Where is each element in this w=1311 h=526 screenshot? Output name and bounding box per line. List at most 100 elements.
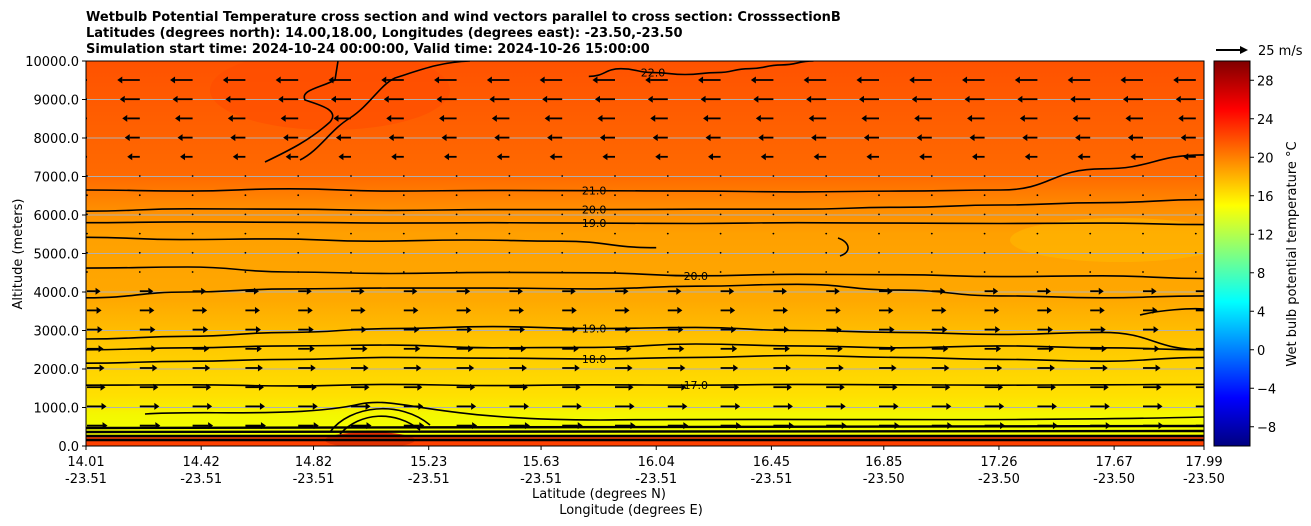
wind-vector-head [993,287,999,295]
wind-vector-head [783,326,789,334]
wind-vector-head [911,95,917,103]
y-tick-label: 7000.0 [34,171,80,186]
wind-vector-head [417,383,423,391]
colorbar-tick-label: 0 [1257,344,1265,359]
wind-vector-head [1051,402,1057,410]
wind-vector [878,271,880,273]
wind-vector [455,232,458,235]
wind-vector-head [753,95,759,103]
wind-vector-head [760,153,766,161]
x-tick-label-lat: 16.04 [638,455,675,470]
x-tick-label-lon: -23.50 [1093,472,1135,487]
x-tick-label-lat: 16.85 [865,455,902,470]
wind-vector-head [95,287,101,295]
wind-vector [1089,194,1092,197]
wind-vector-head [784,345,790,353]
wind-vector [508,213,511,216]
wind-vector-head [549,153,555,161]
y-tick-label: 9000.0 [34,94,80,109]
contour-label: 17.0 [684,379,709,392]
contour-lines: 17.018.019.020.019.020.021.022.0 [86,61,1204,392]
wind-vector-head [1024,153,1030,161]
wind-vector-head [119,95,125,103]
wind-vector [1194,271,1197,273]
contour-22-loop [264,61,339,163]
wind-vector-head [521,364,527,372]
wind-vector [1142,175,1144,177]
contour-line [86,325,1204,351]
wind-vector [191,213,194,216]
wind-vector-head [491,114,497,122]
x-axis-label-longitude: Longitude (degrees E) [559,503,703,518]
wind-vector [191,232,194,235]
y-axis: 0.0 1000.0 2000.0 3000.0 4000.0 5000.0 6000.0 7… [25,55,86,455]
wind-vector [138,271,141,273]
wind-vector-head [175,114,181,122]
contour-bump-2 [339,415,421,435]
y-tick-label: 10000.0 [25,55,79,70]
wind-vector [1036,271,1039,273]
wind-vector [1142,213,1144,216]
wind-vector-head [99,364,105,372]
wind-vector [244,271,247,273]
wind-vector-head [891,364,897,372]
wind-vector-head [786,383,792,391]
wind-vector [1194,251,1197,254]
wind-vector-head [1205,307,1210,314]
wind-vector [719,251,722,254]
wind-vector-head [803,76,809,84]
wind-vector [1036,251,1039,254]
wind-vector-head [571,306,577,314]
contour-line [86,343,1204,351]
wind-vector-head [97,326,103,334]
wind-vector-head [365,402,371,410]
contour-16 [144,401,1204,421]
wind-vector [138,194,141,197]
wind-vector-head [682,402,688,410]
contour-line [86,154,1204,193]
y-tick-label: 5000.0 [34,248,80,263]
wind-vector-head [381,76,387,84]
wind-vector-head [486,76,492,84]
wind-vector-head [705,134,711,142]
wind-vector-head [207,402,213,410]
wind-vector [244,251,247,254]
wind-vector-head [254,306,260,314]
wind-vector-head [677,306,683,314]
wind-vector [983,175,986,177]
colorbar-label: Wet bulb potential temperature °C [1285,141,1300,366]
wind-vector-head [888,306,894,314]
wind-vector [1194,213,1197,216]
wind-vector [666,175,669,177]
wind-vector-head [995,326,1001,334]
wind-vector-head [858,95,864,103]
wind-vector-head [1178,114,1184,122]
wind-vector-head [98,345,104,353]
wind-vector-head [1046,306,1052,314]
wind-vector-head [732,345,738,353]
x-tick-label-lat: 17.99 [1185,455,1222,470]
wind-vector-head [863,134,869,142]
x-tick-label-lat: 17.67 [1096,455,1133,470]
x-tick-label-lon: -23.51 [180,472,222,487]
wind-vector-head [386,114,392,122]
contour-label: 18.0 [582,353,607,366]
wind-vector-head [652,134,658,142]
wind-vector [930,175,933,177]
warm-patch-upper [210,61,450,130]
wind-vector-head [599,134,605,142]
wind-vector-head [914,114,920,122]
colorbar-tick-label: 20 [1257,151,1274,166]
wind-vector-head [1175,95,1181,103]
colorbar-ticks: −8 −4 0 4 8 12 16 20 24 28 [1250,74,1276,436]
wind-vector-head [597,114,603,122]
wind-vector [825,232,828,235]
chart-title-line-1: Wetbulb Potential Temperature cross sect… [86,10,841,25]
wind-vector-head [496,153,502,161]
wind-vector-head [312,402,318,410]
wind-vector [1194,175,1197,177]
contour-line [86,283,1204,299]
x-tick-label-lon: -23.50 [863,472,905,487]
contour-extras [86,61,1204,442]
wind-vector-head [629,402,635,410]
